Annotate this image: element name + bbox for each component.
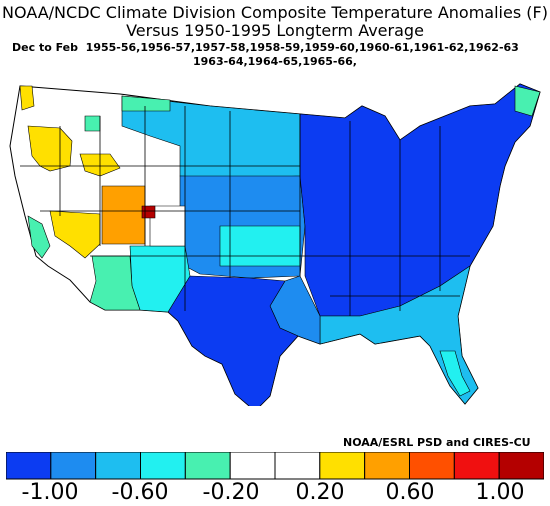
eastern-us-region [299,83,541,317]
utah-region [101,185,146,245]
map-title: NOAA/NCDC Climate Division Composite Tem… [2,3,548,22]
years-list-1: 1955-56,1956-57,1957-58,1958-59,1959-60,… [85,41,519,54]
florida-peninsula-region [439,350,471,397]
us-anomaly-map [9,83,541,406]
nw-colorado-region [141,205,156,219]
state-boundaries [20,106,470,316]
northern-maine-region [514,85,541,117]
legend-swatch [140,452,186,480]
legend-tick-label: 0.60 [385,480,435,505]
legend-swatch [364,452,411,480]
arizona-region [89,255,141,311]
legend-swatch [274,452,321,480]
legend-tick-label: -0.60 [111,480,169,505]
period-line: Dec to Feb 1955-56,1956-57,1957-58,1958-… [12,41,519,54]
california-valley-region [27,215,51,259]
texas-gulf-region [167,275,299,406]
color-legend [6,452,544,480]
legend-swatch [95,452,141,480]
legend-swatch [453,452,500,480]
legend-tick-label: 0.20 [295,480,345,505]
data-credit: NOAA/ESRL PSD and CIRES-CU [343,436,531,449]
season-label: Dec to Feb [12,41,78,54]
legend-swatch [498,452,544,480]
legend-swatch [6,452,52,480]
legend-swatch [229,452,276,480]
map-subtitle: Versus 1950-1995 Longterm Average [126,21,424,40]
washington-interior-region [84,115,101,132]
washington-coast-region [19,85,35,111]
legend-swatch [184,452,231,480]
legend-swatch [409,452,455,480]
legend-tick-label: -1.00 [21,480,79,505]
kansas-region [219,225,301,267]
montana-east-region [121,95,171,112]
legend-swatch [319,452,366,480]
legend-tick-label: -0.20 [202,480,260,505]
years-list-2: 1963-64,1964-65,1965-66, [192,55,357,68]
legend-tick-label: 1.00 [475,480,525,505]
legend-swatch [50,452,97,480]
